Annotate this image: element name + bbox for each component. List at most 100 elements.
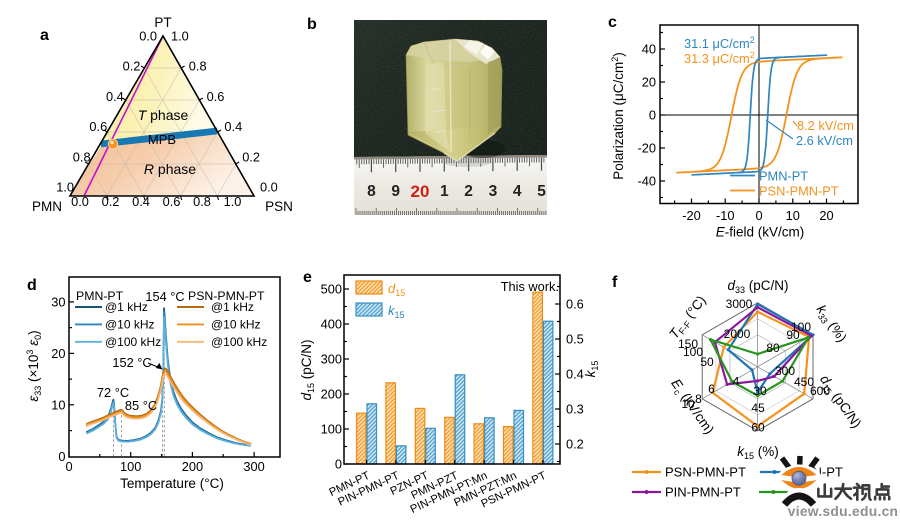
svg-text:R phase: R phase: [144, 161, 196, 177]
svg-text:1.0: 1.0: [224, 194, 242, 209]
svg-text:0.0: 0.0: [71, 194, 89, 209]
svg-text:view.sdu.edu.cn: view.sdu.edu.cn: [788, 504, 899, 519]
svg-text:PSN: PSN: [265, 199, 293, 214]
svg-text:20: 20: [51, 346, 65, 361]
svg-text:0.8: 0.8: [189, 59, 207, 74]
svg-text:100: 100: [321, 422, 342, 437]
svg-text:2000: 2000: [724, 327, 751, 341]
svg-text:5: 5: [537, 183, 546, 200]
svg-text:90: 90: [786, 328, 800, 342]
svg-text:-40: -40: [638, 174, 657, 189]
svg-text:0.6: 0.6: [89, 119, 107, 134]
svg-text:@10 kHz: @10 kHz: [105, 318, 155, 332]
svg-text:PSN-PMN-PT: PSN-PMN-PT: [665, 465, 746, 480]
svg-text:MPB: MPB: [148, 132, 176, 147]
svg-text:2: 2: [464, 183, 473, 200]
svg-text:-20: -20: [638, 141, 657, 156]
svg-text:300: 300: [243, 459, 264, 474]
svg-text:500: 500: [321, 282, 342, 297]
svg-text:0.2: 0.2: [566, 437, 584, 452]
svg-text:0.3: 0.3: [566, 402, 584, 417]
svg-text:-20: -20: [682, 208, 701, 223]
svg-text:9: 9: [391, 183, 400, 200]
svg-text:PMN: PMN: [32, 199, 62, 214]
svg-text:0.2: 0.2: [242, 149, 260, 164]
svg-text:0: 0: [65, 459, 72, 474]
svg-text:T phase: T phase: [138, 107, 189, 123]
svg-text:Polarization (μC/cm2): Polarization (μC/cm2): [610, 52, 626, 180]
svg-text:20: 20: [819, 208, 833, 223]
svg-text:0.4: 0.4: [132, 194, 150, 209]
svg-text:8.2 kV/cm: 8.2 kV/cm: [797, 118, 854, 133]
svg-text:0: 0: [755, 208, 762, 223]
svg-text:c: c: [608, 14, 617, 31]
svg-text:0.8: 0.8: [73, 149, 91, 164]
svg-text:e: e: [303, 269, 312, 286]
svg-text:20: 20: [411, 182, 430, 201]
svg-text:@100 kHz: @100 kHz: [211, 335, 267, 349]
svg-text:Temperature (°C): Temperature (°C): [120, 476, 224, 491]
svg-text:31.3 μC/cm2: 31.3 μC/cm2: [684, 50, 755, 66]
svg-text:E-field (kV/cm): E-field (kV/cm): [716, 225, 805, 240]
svg-text:4: 4: [733, 375, 740, 389]
svg-text:PIN-PMN-PT: PIN-PMN-PT: [665, 485, 741, 500]
svg-text:300: 300: [775, 364, 795, 378]
svg-text:0.8: 0.8: [193, 194, 211, 209]
svg-text:0: 0: [58, 449, 65, 464]
svg-text:10: 10: [51, 397, 65, 412]
svg-text:20: 20: [642, 75, 656, 90]
svg-text:k15 (%): k15 (%): [737, 444, 779, 461]
svg-text:80: 80: [766, 341, 780, 355]
svg-text:200: 200: [182, 459, 203, 474]
svg-text:PSN-PMN-PT: PSN-PMN-PT: [759, 184, 839, 199]
svg-text:30: 30: [753, 384, 767, 398]
svg-text:PMN-PT: PMN-PT: [759, 169, 808, 184]
svg-text:3000: 3000: [726, 297, 753, 311]
svg-text:6: 6: [708, 382, 715, 396]
svg-text:0.6: 0.6: [566, 297, 584, 312]
svg-text:a: a: [40, 27, 49, 44]
svg-text:300: 300: [321, 352, 342, 367]
svg-text:152 °C: 152 °C: [112, 355, 151, 370]
svg-text:8: 8: [367, 183, 376, 200]
svg-text:0.6: 0.6: [163, 194, 181, 209]
svg-text:200: 200: [321, 387, 342, 402]
svg-text:@1 kHz: @1 kHz: [105, 300, 148, 314]
svg-text:0.0: 0.0: [260, 180, 278, 195]
svg-text:45: 45: [751, 401, 765, 415]
svg-text:0.6: 0.6: [207, 89, 225, 104]
svg-text:0.2: 0.2: [102, 194, 120, 209]
svg-text:This work.: This work.: [501, 279, 559, 294]
svg-text:-10: -10: [716, 208, 735, 223]
svg-text:0.4: 0.4: [224, 119, 242, 134]
svg-text:1.0: 1.0: [56, 180, 74, 195]
svg-text:40: 40: [642, 42, 656, 57]
svg-text:10: 10: [786, 208, 800, 223]
svg-text:154 °C: 154 °C: [145, 289, 184, 304]
svg-text:30: 30: [51, 294, 65, 309]
svg-text:2.6 kV/cm: 2.6 kV/cm: [796, 133, 853, 148]
svg-text:60: 60: [751, 421, 765, 435]
svg-text:100: 100: [120, 459, 141, 474]
svg-text:0.2: 0.2: [123, 59, 141, 74]
svg-text:d: d: [27, 277, 37, 294]
svg-text:@10 kHz: @10 kHz: [211, 318, 261, 332]
svg-text:400: 400: [321, 317, 342, 332]
svg-text:@1 kHz: @1 kHz: [211, 300, 254, 314]
svg-text:0.0: 0.0: [139, 29, 157, 44]
svg-text:0.4: 0.4: [566, 367, 584, 382]
svg-text:31.1 μC/cm2: 31.1 μC/cm2: [684, 35, 755, 51]
svg-text:0.5: 0.5: [566, 332, 584, 347]
svg-text:3: 3: [489, 183, 498, 200]
svg-text:b: b: [307, 16, 317, 33]
svg-text:f: f: [612, 274, 618, 291]
svg-text:1.0: 1.0: [171, 29, 189, 44]
svg-text:0.4: 0.4: [106, 89, 124, 104]
svg-text:150: 150: [678, 337, 698, 351]
svg-text:PT: PT: [154, 15, 171, 30]
svg-text:0: 0: [335, 457, 342, 472]
svg-text:1: 1: [440, 183, 449, 200]
svg-text:0: 0: [649, 108, 656, 123]
svg-text:85 °C: 85 °C: [125, 398, 157, 413]
svg-text:4: 4: [513, 183, 522, 200]
